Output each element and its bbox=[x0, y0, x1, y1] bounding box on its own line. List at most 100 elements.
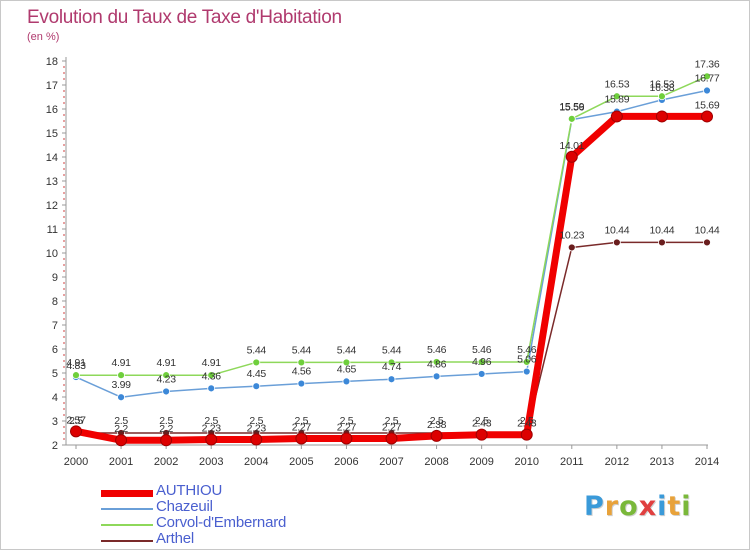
data-label: 4.91 bbox=[157, 357, 177, 369]
line-chart: 2 3 4 5 6 7 8 9 10 11 12 13 14 15 16 17 18 2000 2001 2002 20… bbox=[46, 56, 720, 468]
data-point bbox=[117, 371, 125, 380]
x-tick-label: 2013 bbox=[650, 456, 674, 468]
data-label: 15.89 bbox=[604, 94, 629, 106]
y-tick-label: 15 bbox=[46, 128, 58, 140]
x-tick-label: 2000 bbox=[64, 456, 88, 468]
x-tick-label: 2007 bbox=[379, 456, 403, 468]
unit-label: (en %) bbox=[27, 31, 60, 43]
data-label: 16.77 bbox=[695, 73, 720, 85]
y-tick-label: 18 bbox=[46, 56, 58, 68]
x-tick-label: 2004 bbox=[244, 456, 268, 468]
data-point bbox=[252, 358, 261, 367]
y-tick-label: 11 bbox=[47, 224, 58, 236]
data-label: 4.91 bbox=[202, 357, 222, 369]
data-label: 5.46 bbox=[517, 344, 537, 356]
data-point bbox=[522, 358, 531, 366]
data-label: 2.5 bbox=[340, 415, 354, 427]
x-tick-label: 2014 bbox=[695, 456, 719, 468]
data-point bbox=[475, 428, 488, 441]
data-label: 2.5 bbox=[249, 415, 263, 427]
y-tick-label: 7 bbox=[52, 320, 58, 332]
data-label: 2.5 bbox=[385, 415, 399, 427]
x-tick-label: 2005 bbox=[289, 456, 313, 468]
data-label: 2.27 bbox=[292, 422, 312, 434]
data-label: 10.44 bbox=[650, 224, 675, 236]
data-point bbox=[655, 110, 668, 123]
y-tick-label: 4 bbox=[52, 392, 58, 404]
data-point bbox=[70, 425, 82, 438]
data-point bbox=[703, 238, 711, 247]
data-label: 4.65 bbox=[337, 363, 357, 375]
legend-swatch bbox=[101, 508, 153, 510]
data-label: 15.59 bbox=[559, 101, 584, 113]
legend-label: Arthel bbox=[156, 530, 194, 547]
series-line-3 bbox=[75, 241, 708, 434]
data-point bbox=[297, 358, 306, 367]
data-label: 2.5 bbox=[69, 415, 83, 427]
y-tick-label: 9 bbox=[52, 272, 58, 284]
y-tick-label: 12 bbox=[46, 200, 58, 212]
x-tick-label: 2009 bbox=[469, 456, 493, 468]
data-point bbox=[658, 92, 666, 101]
data-point bbox=[567, 243, 576, 252]
data-point bbox=[340, 432, 353, 445]
data-point bbox=[522, 367, 531, 376]
data-point bbox=[162, 371, 171, 380]
legend-label: Chazeuil bbox=[156, 498, 213, 515]
x-tick-label: 2003 bbox=[199, 456, 223, 468]
y-tick-label: 8 bbox=[52, 296, 58, 308]
data-label: 2.5 bbox=[430, 415, 444, 427]
y-tick-label: 16 bbox=[46, 104, 58, 116]
data-label: 2.2 bbox=[114, 423, 128, 435]
data-label: 4.96 bbox=[472, 356, 492, 368]
data-label: 5.46 bbox=[427, 344, 447, 356]
data-label: 16.53 bbox=[650, 78, 675, 90]
data-label: 2.23 bbox=[247, 422, 267, 434]
data-point bbox=[430, 429, 443, 442]
y-tick-label: 2 bbox=[52, 440, 58, 452]
data-label: 4.86 bbox=[427, 358, 447, 370]
data-label: 17.36 bbox=[695, 58, 720, 70]
legend-swatch bbox=[101, 540, 153, 542]
data-point bbox=[342, 377, 351, 386]
data-point bbox=[342, 358, 351, 367]
data-label: 10.44 bbox=[695, 224, 720, 236]
data-point bbox=[385, 432, 398, 445]
legend-label: AUTHIOU bbox=[156, 482, 223, 499]
data-point bbox=[477, 370, 486, 378]
data-point bbox=[250, 433, 263, 446]
data-point bbox=[565, 150, 578, 163]
data-point bbox=[115, 434, 128, 447]
legend-label: Corvol-d'Embernard bbox=[156, 514, 287, 531]
y-tick-label: 10 bbox=[46, 248, 58, 260]
data-point bbox=[252, 382, 261, 391]
data-label: 2.43 bbox=[472, 418, 492, 430]
data-point bbox=[160, 434, 173, 447]
y-tick-label: 17 bbox=[46, 80, 58, 92]
data-point bbox=[701, 110, 713, 123]
y-tick-label: 13 bbox=[46, 176, 58, 188]
data-label: 16.38 bbox=[650, 82, 675, 94]
data-label: 2.2 bbox=[159, 423, 173, 435]
data-label: 2.57 bbox=[66, 414, 86, 426]
data-label: 2.43 bbox=[517, 418, 537, 430]
data-label: 4.56 bbox=[292, 366, 312, 378]
data-point bbox=[477, 358, 486, 366]
data-point bbox=[703, 86, 711, 95]
x-tick-label: 2010 bbox=[514, 456, 538, 468]
data-point bbox=[610, 110, 623, 123]
x-tick-label: 2012 bbox=[605, 456, 629, 468]
data-point bbox=[658, 238, 666, 247]
data-point bbox=[432, 358, 441, 366]
x-tick-label: 2011 bbox=[560, 456, 584, 468]
data-point bbox=[612, 92, 621, 101]
data-label: 4.36 bbox=[202, 370, 222, 382]
data-label: 15.69 bbox=[695, 99, 720, 111]
data-point bbox=[387, 358, 396, 367]
data-label: 15.56 bbox=[559, 102, 584, 114]
data-point bbox=[520, 428, 533, 441]
data-label: 5.06 bbox=[517, 354, 537, 366]
data-label: 4.91 bbox=[66, 357, 86, 369]
data-point bbox=[387, 375, 396, 384]
